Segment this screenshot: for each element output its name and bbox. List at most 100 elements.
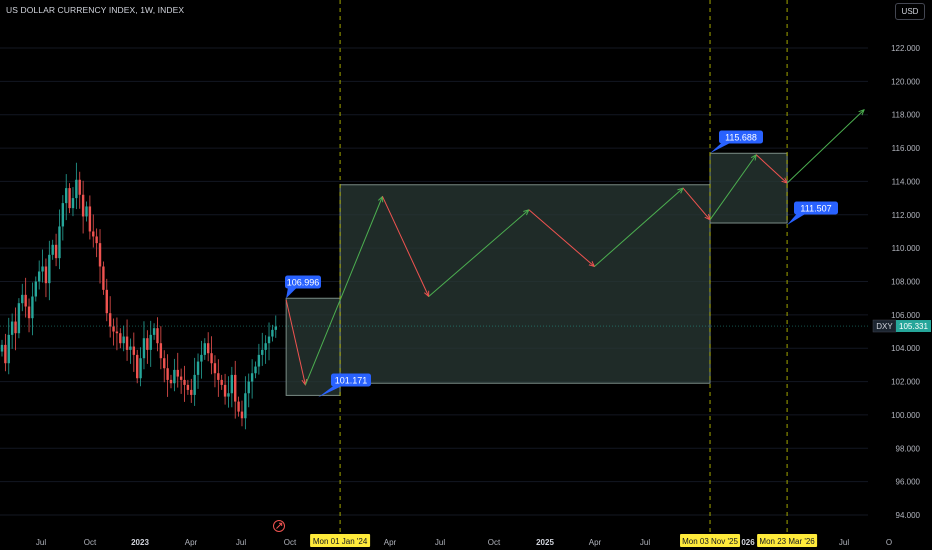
candle-body [210, 353, 213, 364]
projection-arrow-down [682, 187, 710, 220]
candle-body [27, 306, 31, 319]
candle-body [51, 244, 54, 255]
date-marker-text: Mon 03 Nov '25 [682, 537, 738, 546]
price-label-text: 111.507 [800, 204, 831, 214]
date-marker-badge [310, 534, 371, 547]
candle-body [17, 303, 21, 334]
candle-body [230, 374, 234, 394]
candle-body [203, 343, 206, 355]
candle-body [4, 344, 7, 364]
candle-body [152, 328, 156, 335]
candle-body [163, 358, 166, 369]
projection-arrow-up [304, 196, 382, 386]
candle-body [213, 363, 217, 374]
y-tick-label: 108.000 [891, 278, 920, 287]
y-tick-label: 102.000 [891, 378, 920, 387]
candle-body [176, 369, 179, 377]
y-tick-label: 122.000 [891, 44, 920, 53]
candle-body [37, 271, 41, 282]
x-tick-label: Jul [839, 538, 849, 547]
candle-body [102, 266, 105, 290]
x-tick-label: Oct [488, 538, 501, 547]
x-tick-label: 2023 [131, 538, 149, 547]
candle-body [227, 393, 230, 397]
projection-arrow-up [594, 188, 683, 267]
candle-body [173, 369, 176, 384]
candle-body [244, 393, 247, 419]
y-tick-label: 110.000 [892, 244, 921, 253]
candle-body [44, 266, 48, 284]
candle-body [41, 266, 44, 272]
candle-body [61, 203, 65, 227]
candle-body [247, 381, 250, 394]
chart-title: US DOLLAR CURRENCY INDEX, 1W, INDEX [6, 5, 185, 15]
y-tick-label: 112.000 [892, 211, 921, 220]
candle-body [21, 294, 24, 304]
y-tick-label: 114.000 [892, 177, 921, 186]
candle-body [274, 326, 277, 330]
candle-body [159, 343, 163, 359]
candle-body [71, 198, 75, 209]
candle-body [139, 358, 142, 379]
price-label-box [794, 201, 838, 215]
candle-body [156, 328, 159, 344]
projection-arrow-down [382, 196, 428, 296]
candle-body [75, 179, 78, 199]
candle-body [7, 334, 10, 364]
x-tick-label: O [886, 538, 892, 547]
candle-body [54, 244, 58, 259]
currency-button[interactable]: USD [895, 3, 925, 20]
candle-body [34, 281, 37, 297]
candle-body [125, 336, 129, 350]
candle-body [68, 188, 71, 209]
candle-body [31, 296, 34, 319]
y-tick-label: 104.000 [891, 344, 920, 353]
candle-body [81, 194, 85, 217]
y-tick-label: 98.000 [896, 444, 921, 453]
projection-arrow-up [786, 110, 864, 184]
date-marker-text: Mon 01 Jan '24 [313, 537, 368, 546]
candle-body [98, 243, 102, 267]
y-tick-label: 94.000 [896, 511, 921, 520]
projection-arrow-down [285, 299, 305, 385]
candle-body [108, 313, 112, 327]
candle-body [237, 401, 240, 412]
candle-body [261, 349, 264, 355]
candle-body [223, 384, 227, 397]
price-label-pointer [318, 385, 343, 398]
candle-body [257, 354, 261, 367]
x-tick-label: Apr [384, 538, 397, 547]
candle-body [234, 374, 237, 402]
candle-body [183, 379, 186, 385]
box-2 [339, 184, 711, 384]
y-tick-label: 106.000 [891, 311, 920, 320]
replay-icon[interactable] [273, 520, 285, 532]
y-tick-label: 100.000 [891, 411, 920, 420]
candle-body [186, 384, 190, 390]
price-label-text: 101.171 [335, 376, 368, 386]
candle-body [240, 411, 244, 419]
candle-body [206, 343, 210, 354]
x-tick-label: Jul [36, 538, 46, 547]
x-tick-label: Jul [435, 538, 445, 547]
candle-body [14, 321, 17, 334]
candle-body [24, 294, 27, 307]
price-label-pointer [710, 142, 731, 154]
projection-arrow-up [709, 155, 756, 221]
candle-body [142, 338, 146, 359]
candle-body [217, 373, 220, 380]
candle-body [10, 321, 14, 335]
candle-body [179, 376, 183, 380]
last-price-tag [896, 320, 931, 333]
y-tick-label: 120.000 [891, 77, 920, 86]
date-marker-text: Mon 23 Mar '26 [759, 537, 815, 546]
candle-body [190, 389, 193, 395]
projection-arrow-up [428, 210, 529, 297]
candle-body [132, 346, 136, 355]
price-label-box [719, 130, 763, 144]
candle-body [193, 374, 196, 395]
y-tick-label: 96.000 [896, 478, 921, 487]
candle-body [88, 206, 92, 232]
